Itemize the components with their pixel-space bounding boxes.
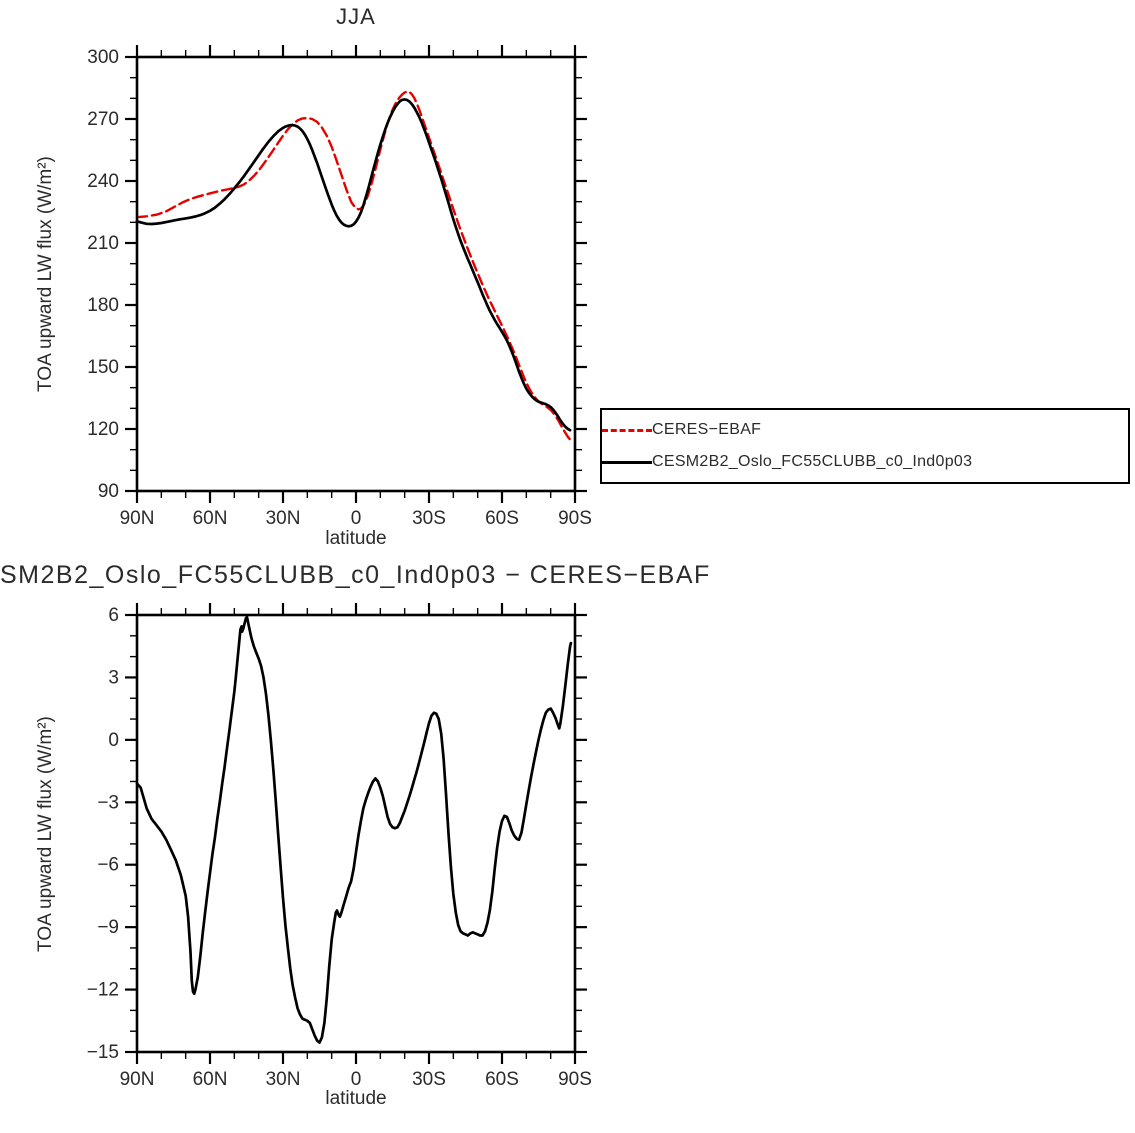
bottom-chart-y-tick-label: 3: [108, 667, 119, 688]
legend-entry-ceres: CERES−EBAF: [602, 418, 1128, 442]
bottom-chart-y-tick-label: −3: [97, 792, 119, 813]
top-chart-y-tick-label: 120: [87, 419, 119, 440]
model-solid-line-sample: [602, 460, 652, 464]
top-chart-x-tick-label: 30N: [266, 508, 301, 529]
top-chart-x-axis-label: latitude: [325, 528, 387, 549]
bottom-chart-y-axis-label: TOA upward LW flux (W/m²): [35, 716, 56, 952]
legend: CERES−EBAF CESM2B2_Oslo_FC55CLUBB_c0_Ind…: [600, 408, 1130, 484]
bottom-chart-y-tick-label: −15: [87, 1042, 119, 1063]
top-chart-y-tick-label: 270: [87, 109, 119, 130]
bottom-chart-series-model: [135, 615, 573, 1044]
bottom-chart-x-tick-label: 90N: [120, 1069, 155, 1090]
bottom-chart-x-tick-label: 30N: [266, 1069, 301, 1090]
top-chart-frame: [135, 55, 577, 493]
ceres-dashed-line-sample: [602, 428, 652, 432]
legend-entry-model: CESM2B2_Oslo_FC55CLUBB_c0_Ind0p03: [602, 450, 1128, 474]
top-chart-y-axis-label: TOA upward LW flux (W/m²): [35, 156, 56, 392]
top-chart-series-ceres: [135, 90, 572, 441]
top-chart-title: JJA: [336, 4, 376, 29]
bottom-chart-x-tick-label: 30S: [412, 1069, 446, 1090]
top-chart-y-tick-label: 300: [87, 47, 119, 68]
bottom-chart-x-tick-label: 60S: [485, 1069, 519, 1090]
bottom-chart-x-tick-label: 60N: [193, 1069, 228, 1090]
top-chart-series-model: [135, 98, 572, 432]
bottom-chart-y-tick-label: −6: [97, 855, 119, 876]
top-chart-y-tick-label: 180: [87, 295, 119, 316]
top-chart-x-tick-label: 90N: [120, 508, 155, 529]
bottom-chart-y-tick-label: −9: [97, 917, 119, 938]
bottom-chart-x-axis-label: latitude: [325, 1088, 387, 1109]
bottom-chart-y-tick-label: 6: [108, 605, 119, 626]
bottom-chart-x-tick-label: 0: [351, 1069, 362, 1090]
top-chart-y-tick-label: 150: [87, 357, 119, 378]
bottom-chart-y-tick-label: 0: [108, 730, 119, 751]
top-chart-y-tick-label: 240: [87, 171, 119, 192]
top-chart-x-tick-label: 30S: [412, 508, 446, 529]
top-chart-x-tick-label: 90S: [558, 508, 592, 529]
bottom-chart-title: SM2B2_Oslo_FC55CLUBB_c0_Ind0p03 − CERES−…: [0, 561, 711, 589]
legend-label-model: CESM2B2_Oslo_FC55CLUBB_c0_Ind0p03: [652, 453, 973, 470]
top-chart-y-tick-label: 210: [87, 233, 119, 254]
top-chart-x-tick-label: 0: [351, 508, 362, 529]
top-chart-y-tick-label: 90: [98, 481, 119, 502]
bottom-chart-y-tick-label: −12: [87, 980, 119, 1001]
bottom-chart-x-tick-label: 90S: [558, 1069, 592, 1090]
top-chart-x-tick-label: 60N: [193, 508, 228, 529]
legend-label-ceres: CERES−EBAF: [652, 421, 762, 438]
top-chart-x-tick-label: 60S: [485, 508, 519, 529]
bottom-chart-frame: [135, 613, 577, 1054]
